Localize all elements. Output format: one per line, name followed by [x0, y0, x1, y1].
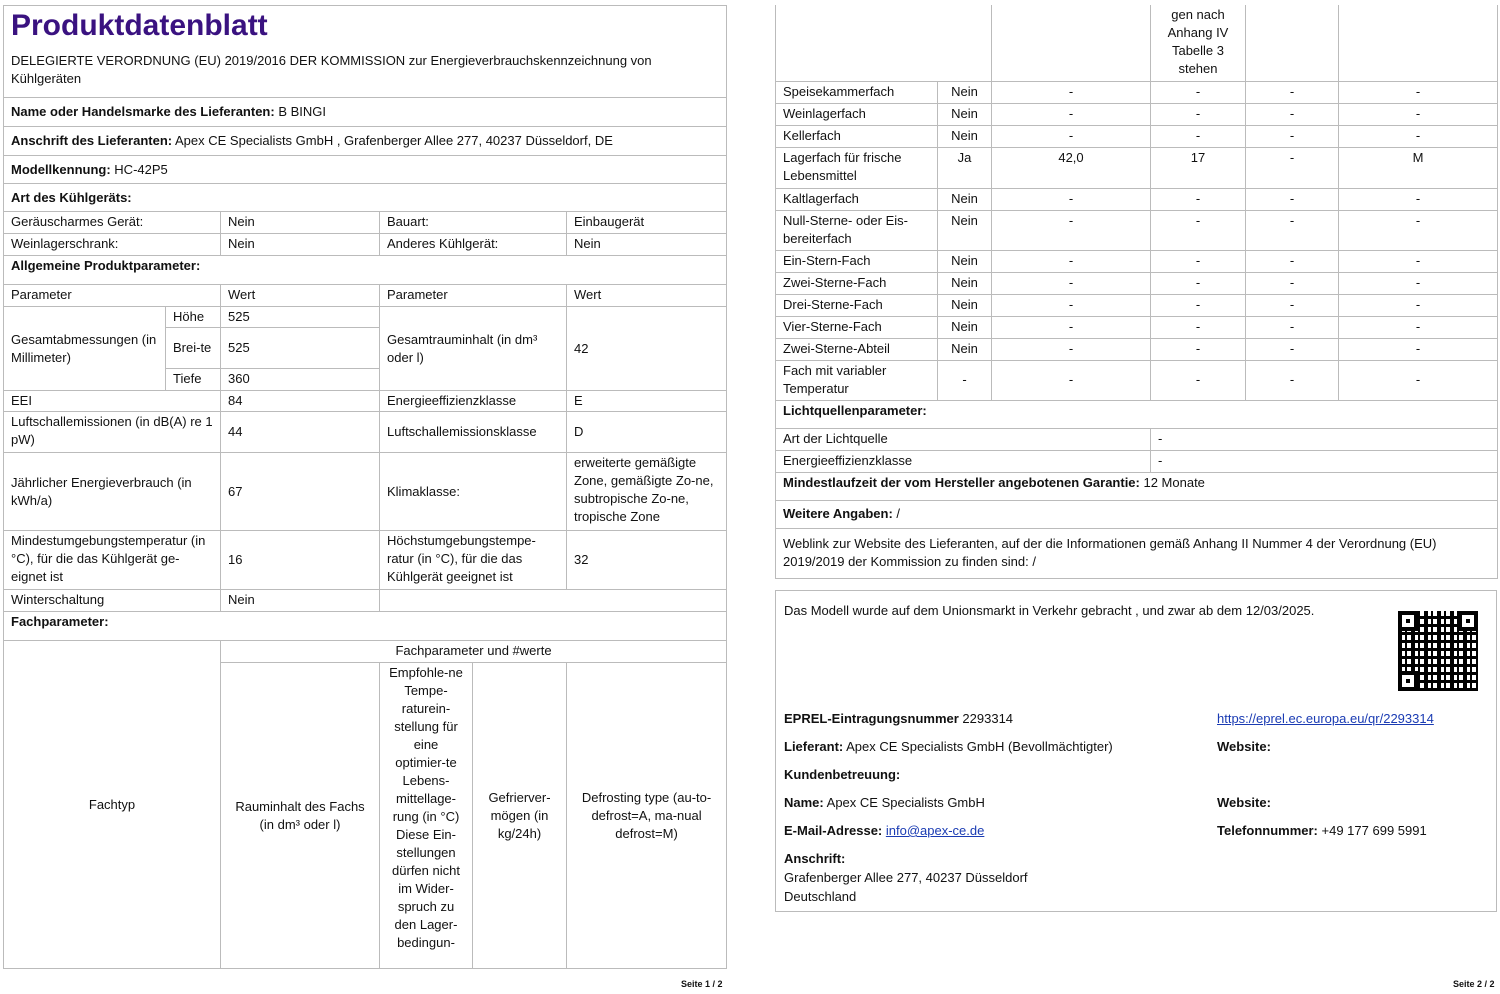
light-section-heading: Lichtquellenparameter:: [775, 399, 1498, 429]
compartment-row: Weinlagerfach Nein - - - -: [775, 102, 1498, 126]
compartment-row: Null-Sterne- oder Eis-bereiterfach Nein - -…: [775, 209, 1498, 251]
regulation-text: DELEGIERTE VERORDNUNG (EU) 2019/2016 DER…: [2, 50, 728, 98]
general-row: Luftschallemissionen (in dB(A) re 1 pW) 4…: [3, 411, 728, 453]
email-link[interactable]: info@apex-ce.de: [885, 823, 985, 838]
supplier-name-row: Name oder Handelsmarke des Lieferanten: …: [2, 97, 728, 127]
compartment-row: Ein-Stern-Fach Nein - - - -: [775, 249, 1498, 273]
page-title: Produktdatenblatt: [11, 9, 268, 42]
qr-code: [1398, 611, 1478, 691]
compartment-row: Speisekammerfach Nein - - - -: [775, 80, 1498, 104]
compartment-row: Zwei-Sterne-Abteil Nein - - - -: [775, 337, 1498, 361]
eprel-link[interactable]: https://eprel.ec.europa.eu/qr/2293314: [1217, 711, 1434, 726]
type-section-heading: Art des Kühlgeräts:: [2, 183, 728, 212]
right-page-table: gen nach Anhang IV Tabelle 3 stehen Spei…: [775, 5, 1498, 579]
page-number-1: Seite 1 / 2: [681, 979, 723, 989]
type-row: Weinlagerschrank: Nein Anderes Kühlgerät: N…: [3, 233, 728, 256]
general-row: EEI 84 Energieeffizienzklasse E: [3, 390, 728, 412]
compartment-row: Kaltlagerfach Nein - - - -: [775, 187, 1498, 211]
general-header: Parameter Wert Parameter Wert: [3, 284, 728, 307]
compartment-section-heading: Fachparameter:: [2, 611, 728, 641]
compartment-row: Drei-Sterne-Fach Nein - - - -: [775, 293, 1498, 317]
compartment-row: Kellerfach Nein - - - -: [775, 124, 1498, 148]
page-number-2: Seite 2 / 2: [1453, 979, 1495, 989]
model-row: Modellkennung: HC-42P5: [2, 155, 728, 184]
compartment-row: Zwei-Sterne-Fach Nein - - - -: [775, 271, 1498, 295]
dims-label: Gesamtabmessungen (in Millimeter): [3, 306, 166, 391]
compartment-row: Fach mit variabler Temperatur - - - - -: [775, 359, 1498, 401]
general-row: Mindestumgebungstemperatur (in °C), für …: [3, 530, 728, 590]
type-row: Geräuscharmes Gerät: Nein Bauart: Einbauger…: [3, 211, 728, 234]
compartment-row: Lagerfach für frische Lebensmittel Ja 42,0…: [775, 146, 1498, 189]
compartment-row: Vier-Sterne-Fach Nein - - - -: [775, 315, 1498, 339]
left-page-table: Produktdatenblatt DELEGIERTE VERORDNUNG …: [2, 5, 728, 969]
registration-box: Das Modell wurde auf dem Unionsmarkt in …: [775, 590, 1497, 912]
general-section-heading: Allgemeine Produktparameter:: [2, 255, 728, 285]
supplier-address-row: Anschrift des Lieferanten: Apex CE Speci…: [2, 126, 728, 156]
general-row: Jährlicher Energieverbrauch (in kWh/a) 67…: [3, 452, 728, 531]
weblink-text: Weblink zur Website des Lieferanten, auf…: [775, 527, 1498, 579]
